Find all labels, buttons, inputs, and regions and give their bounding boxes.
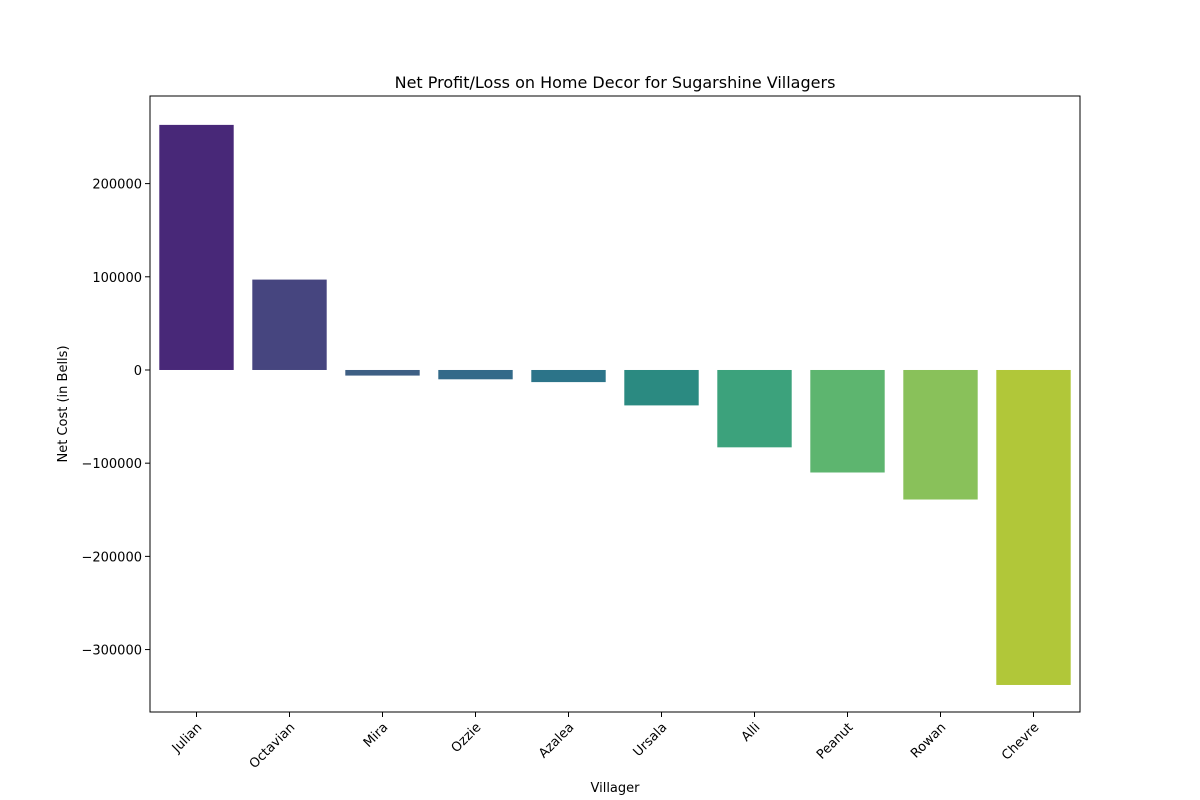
bar-peanut	[810, 369, 885, 473]
x-tick-label: Rowan	[908, 720, 949, 761]
y-tick-label: −300000	[81, 644, 142, 659]
y-axis: −300000 −200000 −100000 0 100000 200000	[81, 178, 150, 659]
bar-azalea	[531, 369, 606, 383]
y-tick-label: 0	[134, 364, 142, 379]
x-tick-label: Peanut	[814, 720, 856, 762]
x-tick-label: Octavian	[247, 720, 299, 772]
bar-julian	[159, 124, 234, 370]
x-tick-label: Ozzie	[449, 720, 485, 756]
bars-group	[159, 124, 1071, 685]
x-axis-label: Villager	[590, 781, 640, 796]
plot-frame	[149, 95, 1081, 713]
bar-ozzie	[438, 369, 513, 380]
x-axis: Julian Octavian Mira Ozzie Azalea Ursala Alli P…	[169, 712, 1042, 772]
x-tick-label: Chevre	[999, 720, 1042, 763]
y-tick-label: 200000	[92, 178, 142, 193]
y-tick-label: −200000	[81, 550, 142, 565]
x-tick-label: Azalea	[536, 720, 577, 761]
x-tick-label: Mira	[361, 720, 392, 751]
x-tick-label: Ursala	[631, 720, 671, 760]
x-tick-label: Alli	[739, 720, 764, 745]
bar-ursala	[624, 369, 699, 406]
y-axis-label: Net Cost (in Bells)	[56, 345, 71, 462]
chart-title: Net Profit/Loss on Home Decor for Sugars…	[395, 73, 836, 92]
y-tick-label: −100000	[81, 457, 142, 472]
x-tick-label: Julian	[169, 720, 205, 756]
bar-mira	[345, 369, 420, 376]
bar-rowan	[903, 369, 978, 500]
bar-alli	[717, 369, 792, 448]
y-tick-label: 100000	[92, 271, 142, 286]
bar-chevre	[996, 369, 1071, 685]
bar-octavian	[252, 279, 327, 370]
